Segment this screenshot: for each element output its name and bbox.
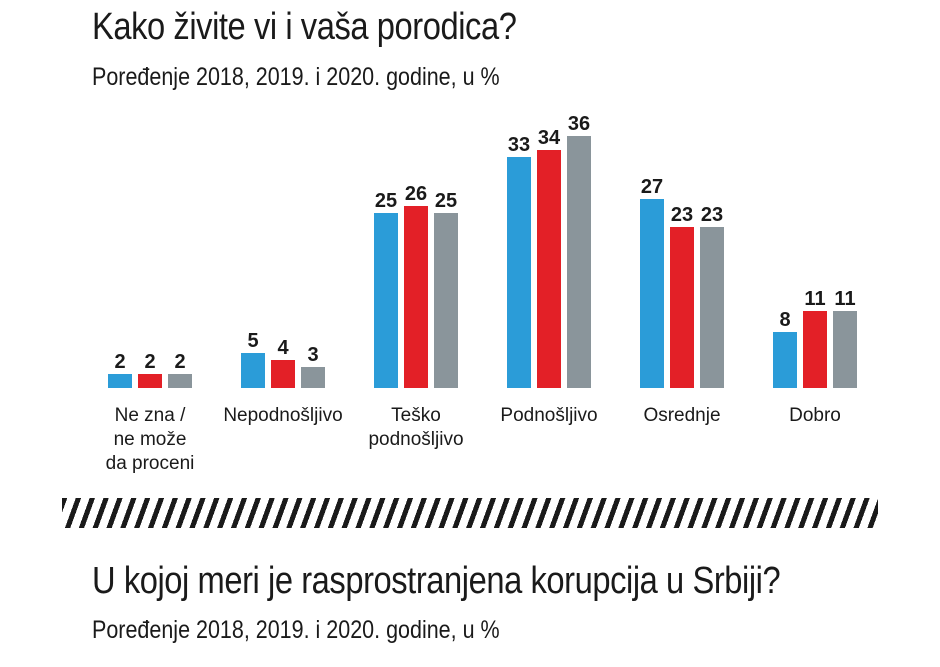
data-label-5-0: 8 (779, 309, 790, 331)
chart-title: Kako živite vi i vaša porodica? (92, 6, 517, 48)
bar-2-1 (404, 206, 428, 388)
section-subtitle: Poređenje 2018, 2019. i 2020. godine, u … (92, 616, 500, 644)
data-label-4-0: 27 (641, 176, 663, 198)
data-label-2-1: 26 (405, 183, 427, 205)
bar-2-0 (374, 213, 398, 388)
category-label-3: Podnošljivo (500, 405, 597, 426)
data-label-5-2: 11 (834, 288, 855, 310)
data-label-1-2: 3 (307, 344, 318, 366)
bar-3-1 (537, 150, 561, 388)
bar-4-0 (640, 199, 664, 388)
bar-0-1 (138, 374, 162, 388)
bar-1-1 (271, 360, 295, 388)
category-label-0: Ne zna / ne može da proceni (106, 405, 195, 474)
data-label-3-0: 33 (508, 134, 530, 156)
data-label-4-1: 23 (671, 204, 693, 226)
bar-0-0 (108, 374, 132, 388)
bar-0-2 (168, 374, 192, 388)
data-label-1-0: 5 (247, 330, 258, 352)
data-label-4-2: 23 (701, 204, 723, 226)
data-label-0-1: 2 (144, 351, 155, 373)
bar-3-0 (507, 157, 531, 388)
section-divider (62, 498, 878, 528)
data-label-0-2: 2 (174, 351, 185, 373)
bar-3-2 (567, 136, 591, 388)
category-label-2: Teško podnošljivo (368, 405, 463, 450)
bar-4-1 (670, 227, 694, 388)
data-label-2-0: 25 (375, 190, 397, 212)
category-label-4: Osrednje (643, 405, 720, 426)
bar-5-0 (773, 332, 797, 388)
bar-1-2 (301, 367, 325, 388)
data-label-3-1: 34 (538, 127, 561, 149)
bar-2-2 (434, 213, 458, 388)
data-label-2-2: 25 (435, 190, 457, 212)
bar-5-1 (803, 311, 827, 388)
data-label-1-1: 4 (277, 337, 289, 359)
category-label-5: Dobro (789, 405, 841, 426)
section-title: U kojoj meri je rasprostranjena korupcij… (92, 560, 781, 602)
chart-subtitle: Poređenje 2018, 2019. i 2020. godine, u … (92, 63, 500, 91)
category-label-1: Nepodnošljivo (223, 405, 342, 426)
data-label-3-2: 36 (568, 113, 590, 135)
data-label-5-1: 11 (804, 288, 825, 310)
bar-4-2 (700, 227, 724, 388)
bar-1-0 (241, 353, 265, 388)
data-label-0-0: 2 (114, 351, 125, 373)
bar-5-2 (833, 311, 857, 388)
